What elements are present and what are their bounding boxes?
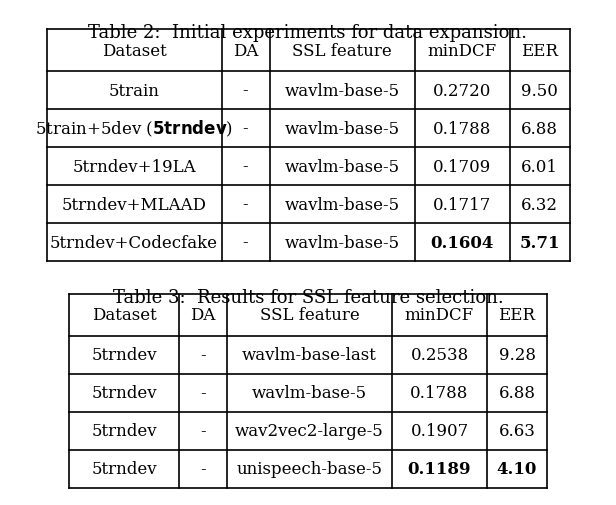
Text: -: -	[243, 234, 248, 251]
Text: wavlm-base-5: wavlm-base-5	[252, 385, 367, 401]
Text: Dataset: Dataset	[102, 42, 166, 60]
Text: wavlm-base-last: wavlm-base-last	[242, 347, 377, 364]
Text: 5trndev: 5trndev	[91, 347, 157, 364]
Text: 5.71: 5.71	[519, 234, 560, 251]
Text: SSL feature: SSL feature	[259, 307, 359, 324]
Text: 0.1788: 0.1788	[410, 385, 469, 401]
Text: 5trndev: 5trndev	[91, 461, 157, 478]
Text: 5trndev: 5trndev	[91, 385, 157, 401]
Text: Table 3:  Results for SSL feature selection.: Table 3: Results for SSL feature selecti…	[113, 288, 503, 307]
Text: Table 2:  Initial experiments for data expansion.: Table 2: Initial experiments for data ex…	[89, 24, 527, 42]
Text: 0.1788: 0.1788	[433, 120, 491, 137]
Text: 9.50: 9.50	[521, 82, 558, 99]
Text: wavlm-base-5: wavlm-base-5	[285, 196, 400, 213]
Text: wavlm-base-5: wavlm-base-5	[285, 234, 400, 251]
Text: 0.1709: 0.1709	[433, 158, 491, 175]
Text: 5trndev+19LA: 5trndev+19LA	[72, 158, 196, 175]
Text: minDCF: minDCF	[428, 42, 496, 60]
Text: -: -	[243, 196, 248, 213]
Text: DA: DA	[233, 42, 258, 60]
Text: 0.1907: 0.1907	[410, 423, 469, 440]
Text: -: -	[243, 120, 248, 137]
Text: 6.63: 6.63	[498, 423, 535, 440]
Text: 5train: 5train	[108, 82, 160, 99]
Text: 5train+5dev ($\bf{5trndev}$): 5train+5dev ($\bf{5trndev}$)	[35, 119, 233, 139]
Text: minDCF: minDCF	[405, 307, 474, 324]
Text: 6.88: 6.88	[498, 385, 535, 401]
Text: 5trndev: 5trndev	[91, 423, 157, 440]
Text: wav2vec2-large-5: wav2vec2-large-5	[235, 423, 384, 440]
Text: Dataset: Dataset	[92, 307, 156, 324]
Text: -: -	[200, 423, 206, 440]
Text: 9.28: 9.28	[498, 347, 535, 364]
Text: 0.1717: 0.1717	[433, 196, 491, 213]
Text: -: -	[200, 347, 206, 364]
Text: -: -	[200, 385, 206, 401]
Text: 6.32: 6.32	[521, 196, 558, 213]
Text: -: -	[200, 461, 206, 478]
Text: unispeech-base-5: unispeech-base-5	[237, 461, 383, 478]
Text: 0.1189: 0.1189	[408, 461, 471, 478]
Text: wavlm-base-5: wavlm-base-5	[285, 82, 400, 99]
Text: EER: EER	[521, 42, 558, 60]
Text: 0.2720: 0.2720	[433, 82, 491, 99]
Text: 0.1604: 0.1604	[431, 234, 493, 251]
Text: wavlm-base-5: wavlm-base-5	[285, 120, 400, 137]
Text: 5trndev+MLAAD: 5trndev+MLAAD	[62, 196, 206, 213]
Text: DA: DA	[190, 307, 216, 324]
Text: EER: EER	[498, 307, 535, 324]
Text: 6.88: 6.88	[521, 120, 558, 137]
Text: 5trndev+Codecfake: 5trndev+Codecfake	[50, 234, 218, 251]
Text: -: -	[243, 82, 248, 99]
Text: -: -	[243, 158, 248, 175]
Text: 4.10: 4.10	[497, 461, 537, 478]
Text: 0.2538: 0.2538	[410, 347, 469, 364]
Text: SSL feature: SSL feature	[292, 42, 392, 60]
Text: wavlm-base-5: wavlm-base-5	[285, 158, 400, 175]
Text: 6.01: 6.01	[521, 158, 558, 175]
